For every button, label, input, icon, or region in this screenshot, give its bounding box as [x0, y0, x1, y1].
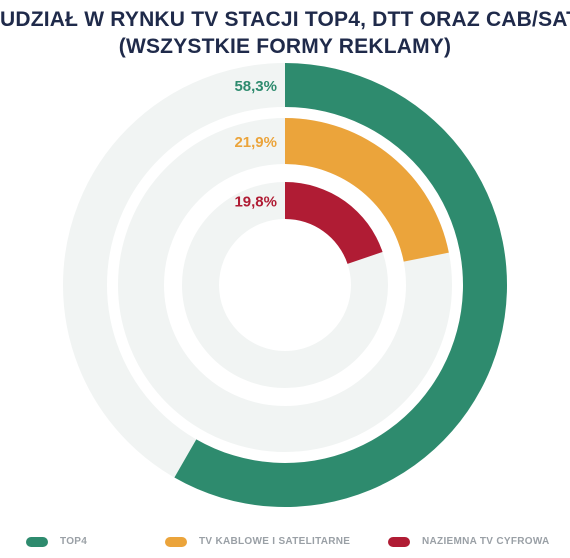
ring-top4-value-label: 58,3%: [234, 78, 277, 95]
legend-item-cable-sat: TV KABLOWE I SATELITARNE: [165, 536, 350, 547]
ring-top4-bar[interactable]: [174, 63, 508, 507]
ring-cable-sat-value-label: 21,9%: [234, 134, 277, 151]
legend-swatch-top4: [26, 536, 48, 547]
chart-title-line-2: (WSZYSTKIE FORMY REKLAMY): [118, 35, 452, 58]
legend-label-cable-sat: TV KABLOWE I SATELITARNE: [199, 536, 351, 547]
rings-group: [63, 63, 508, 507]
legend-label-top4: TOP4: [60, 536, 88, 547]
chart-title: UDZIAŁ W RYNKU TV STACJI TOP4, DTT ORAZ …: [0, 6, 570, 60]
ring-dtt-bar[interactable]: [285, 182, 383, 264]
legend: TOP4 TV KABLOWE I SATELITARNE NAZIEMNA T…: [0, 536, 570, 554]
ring-dtt-value-label: 19,8%: [234, 194, 277, 211]
value-labels-group: 58,3% 21,9% 19,8%: [234, 78, 277, 211]
chart-title-line-1: UDZIAŁ W RYNKU TV STACJI TOP4, DTT ORAZ …: [0, 8, 570, 31]
legend-item-top4: TOP4: [26, 536, 87, 547]
legend-swatch-dtt: [388, 536, 410, 547]
legend-swatch-cable-sat: [165, 536, 187, 547]
legend-item-dtt: NAZIEMNA TV CYFROWA: [388, 536, 550, 547]
ring-cable-sat-bar[interactable]: [285, 118, 449, 262]
legend-label-dtt: NAZIEMNA TV CYFROWA: [422, 536, 550, 547]
